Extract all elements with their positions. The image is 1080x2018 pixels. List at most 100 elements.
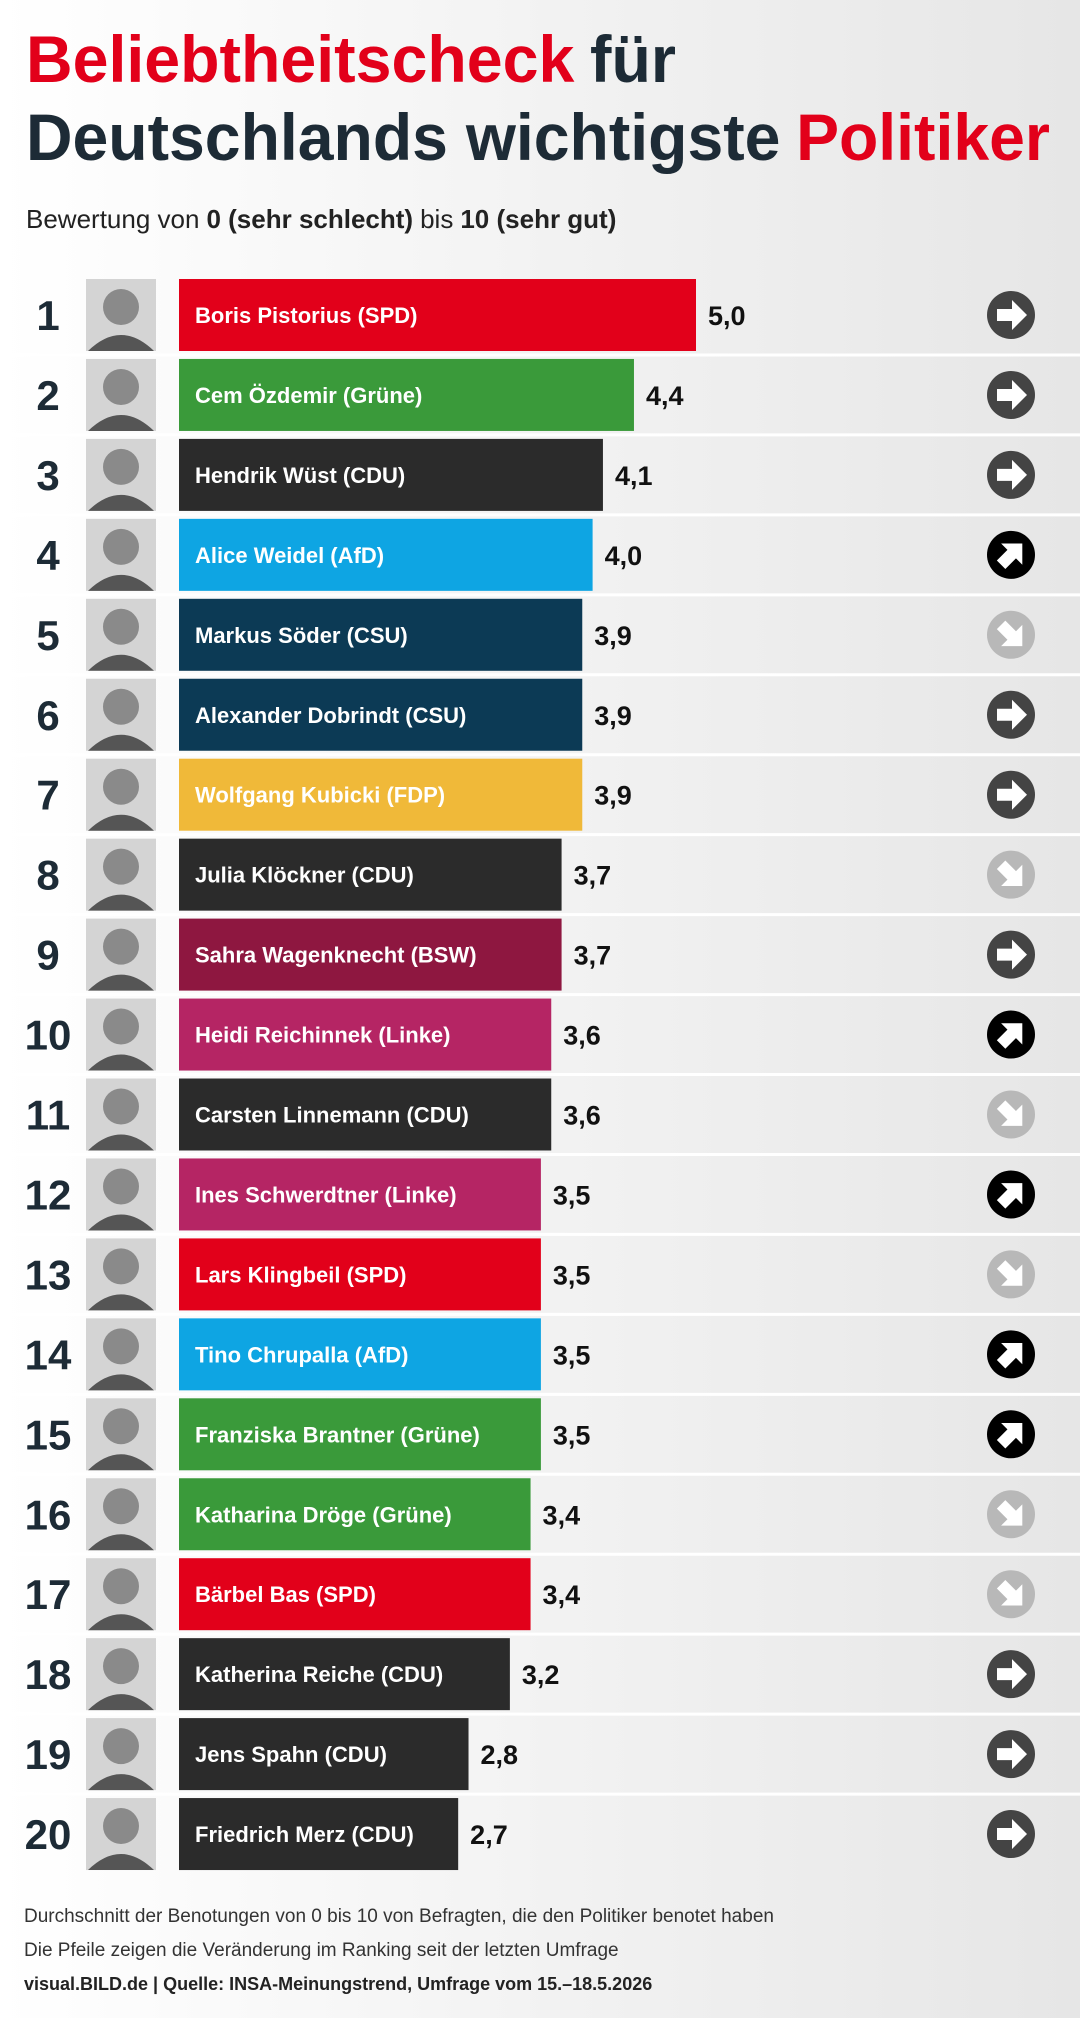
arrow-shape: [996, 543, 1023, 569]
value-label: 3,4: [543, 1500, 581, 1530]
bar: [179, 1398, 541, 1471]
rank-label: 8: [36, 852, 59, 899]
bar-label: Alexander Dobrindt (CSU): [195, 703, 466, 728]
portrait: [86, 518, 156, 591]
bar: [179, 518, 593, 591]
portrait-head: [103, 1808, 139, 1845]
bar: [179, 598, 583, 671]
bar: [179, 1478, 531, 1551]
bar: [179, 358, 634, 431]
value-label: 3,9: [594, 781, 632, 811]
arrow-shape: [996, 1100, 1023, 1126]
rank-label: 9: [36, 932, 59, 979]
bar-label: Markus Söder (CSU): [195, 623, 408, 648]
bar: [179, 918, 562, 991]
portrait-head: [103, 688, 139, 725]
value-label: 4,0: [605, 541, 643, 571]
trend-arrow: [987, 1410, 1035, 1459]
portrait: [86, 1798, 156, 1871]
source: visual.BILD.de | Quelle: INSA-Meinungstr…: [24, 1974, 652, 1994]
bar: [179, 438, 603, 511]
subtitle-part: Bewertung von: [26, 204, 199, 234]
portrait: [86, 1398, 156, 1471]
arrow-shape: [996, 1183, 1023, 1209]
footnote: Die Pfeile zeigen die Veränderung im Ran…: [24, 1940, 619, 1961]
rank-label: 15: [25, 1411, 72, 1458]
portrait-head: [103, 1328, 139, 1365]
bar-label: Katherina Reiche (CDU): [195, 1662, 443, 1687]
portrait-body: [88, 1454, 154, 1471]
trend-arrow: [987, 930, 1035, 979]
portrait-head: [103, 1248, 139, 1285]
rank-label: 11: [26, 1092, 70, 1139]
trend-arrow: [987, 1730, 1035, 1779]
portrait: [86, 1078, 156, 1151]
bar: [179, 1078, 552, 1151]
portrait-body: [88, 1134, 154, 1151]
portrait: [86, 1638, 156, 1711]
rank-label: 19: [25, 1731, 72, 1778]
bar-label: Hendrik Wüst (CDU): [195, 463, 405, 488]
rank-label: 17: [25, 1571, 72, 1618]
portrait-body: [88, 1854, 154, 1871]
rank-label: 20: [25, 1811, 72, 1858]
trend-arrow: [987, 1090, 1035, 1139]
bar-label: Boris Pistorius (SPD): [195, 303, 417, 328]
portrait-body: [88, 1694, 154, 1711]
arrow-shape: [997, 699, 1027, 730]
arrow-shape: [997, 300, 1027, 330]
rank-label: 3: [36, 452, 59, 499]
value-label: 3,6: [563, 1021, 601, 1051]
portrait: [86, 358, 156, 431]
portrait: [86, 1238, 156, 1311]
bar: [179, 1158, 541, 1231]
bar-label: Tino Chrupalla (AfD): [195, 1342, 408, 1367]
arrow-shape: [996, 1023, 1023, 1049]
portrait: [86, 838, 156, 911]
arrow-shape: [996, 1500, 1023, 1526]
trend-arrow: [987, 1570, 1035, 1619]
bar: [179, 279, 696, 351]
value-label: 3,7: [574, 861, 612, 891]
value-label: 4,4: [646, 381, 684, 411]
rank-label: 10: [25, 1012, 72, 1059]
trend-arrow: [987, 291, 1035, 339]
title-part: Politiker: [796, 100, 1050, 174]
rank-label: 2: [36, 372, 59, 419]
portrait: [86, 598, 156, 671]
portrait: [86, 918, 156, 991]
bar: [179, 998, 552, 1071]
rank-label: 12: [25, 1171, 72, 1218]
trend-arrow: [987, 1330, 1035, 1379]
rank-label: 14: [25, 1331, 72, 1378]
bar: [179, 1238, 541, 1311]
arrow-shape: [996, 1343, 1023, 1369]
portrait-body: [88, 734, 154, 751]
portrait-body: [88, 814, 154, 831]
bar-label: Carsten Linnemann (CDU): [195, 1103, 469, 1128]
rank-label: 1: [36, 292, 59, 339]
portrait-body: [88, 335, 154, 351]
portrait-body: [88, 414, 154, 431]
portrait: [86, 1558, 156, 1631]
portrait-head: [103, 608, 139, 645]
value-label: 3,7: [574, 941, 612, 971]
rank-label: 5: [36, 612, 59, 659]
trend-arrow: [987, 450, 1035, 499]
subtitle-part: 10 (sehr gut): [460, 204, 616, 234]
value-label: 3,5: [553, 1180, 591, 1210]
portrait-body: [88, 574, 154, 591]
rank-label: 18: [25, 1651, 72, 1698]
bar: [179, 758, 583, 831]
rank-label: 6: [36, 692, 59, 739]
bar: [179, 838, 562, 911]
portrait-head: [103, 1168, 139, 1205]
trend-arrow: [987, 1810, 1035, 1859]
arrow-shape: [997, 939, 1027, 970]
value-label: 3,4: [543, 1580, 581, 1610]
portrait-body: [88, 654, 154, 671]
portrait-body: [88, 494, 154, 511]
arrow-shape: [996, 1580, 1023, 1606]
portrait: [86, 998, 156, 1071]
